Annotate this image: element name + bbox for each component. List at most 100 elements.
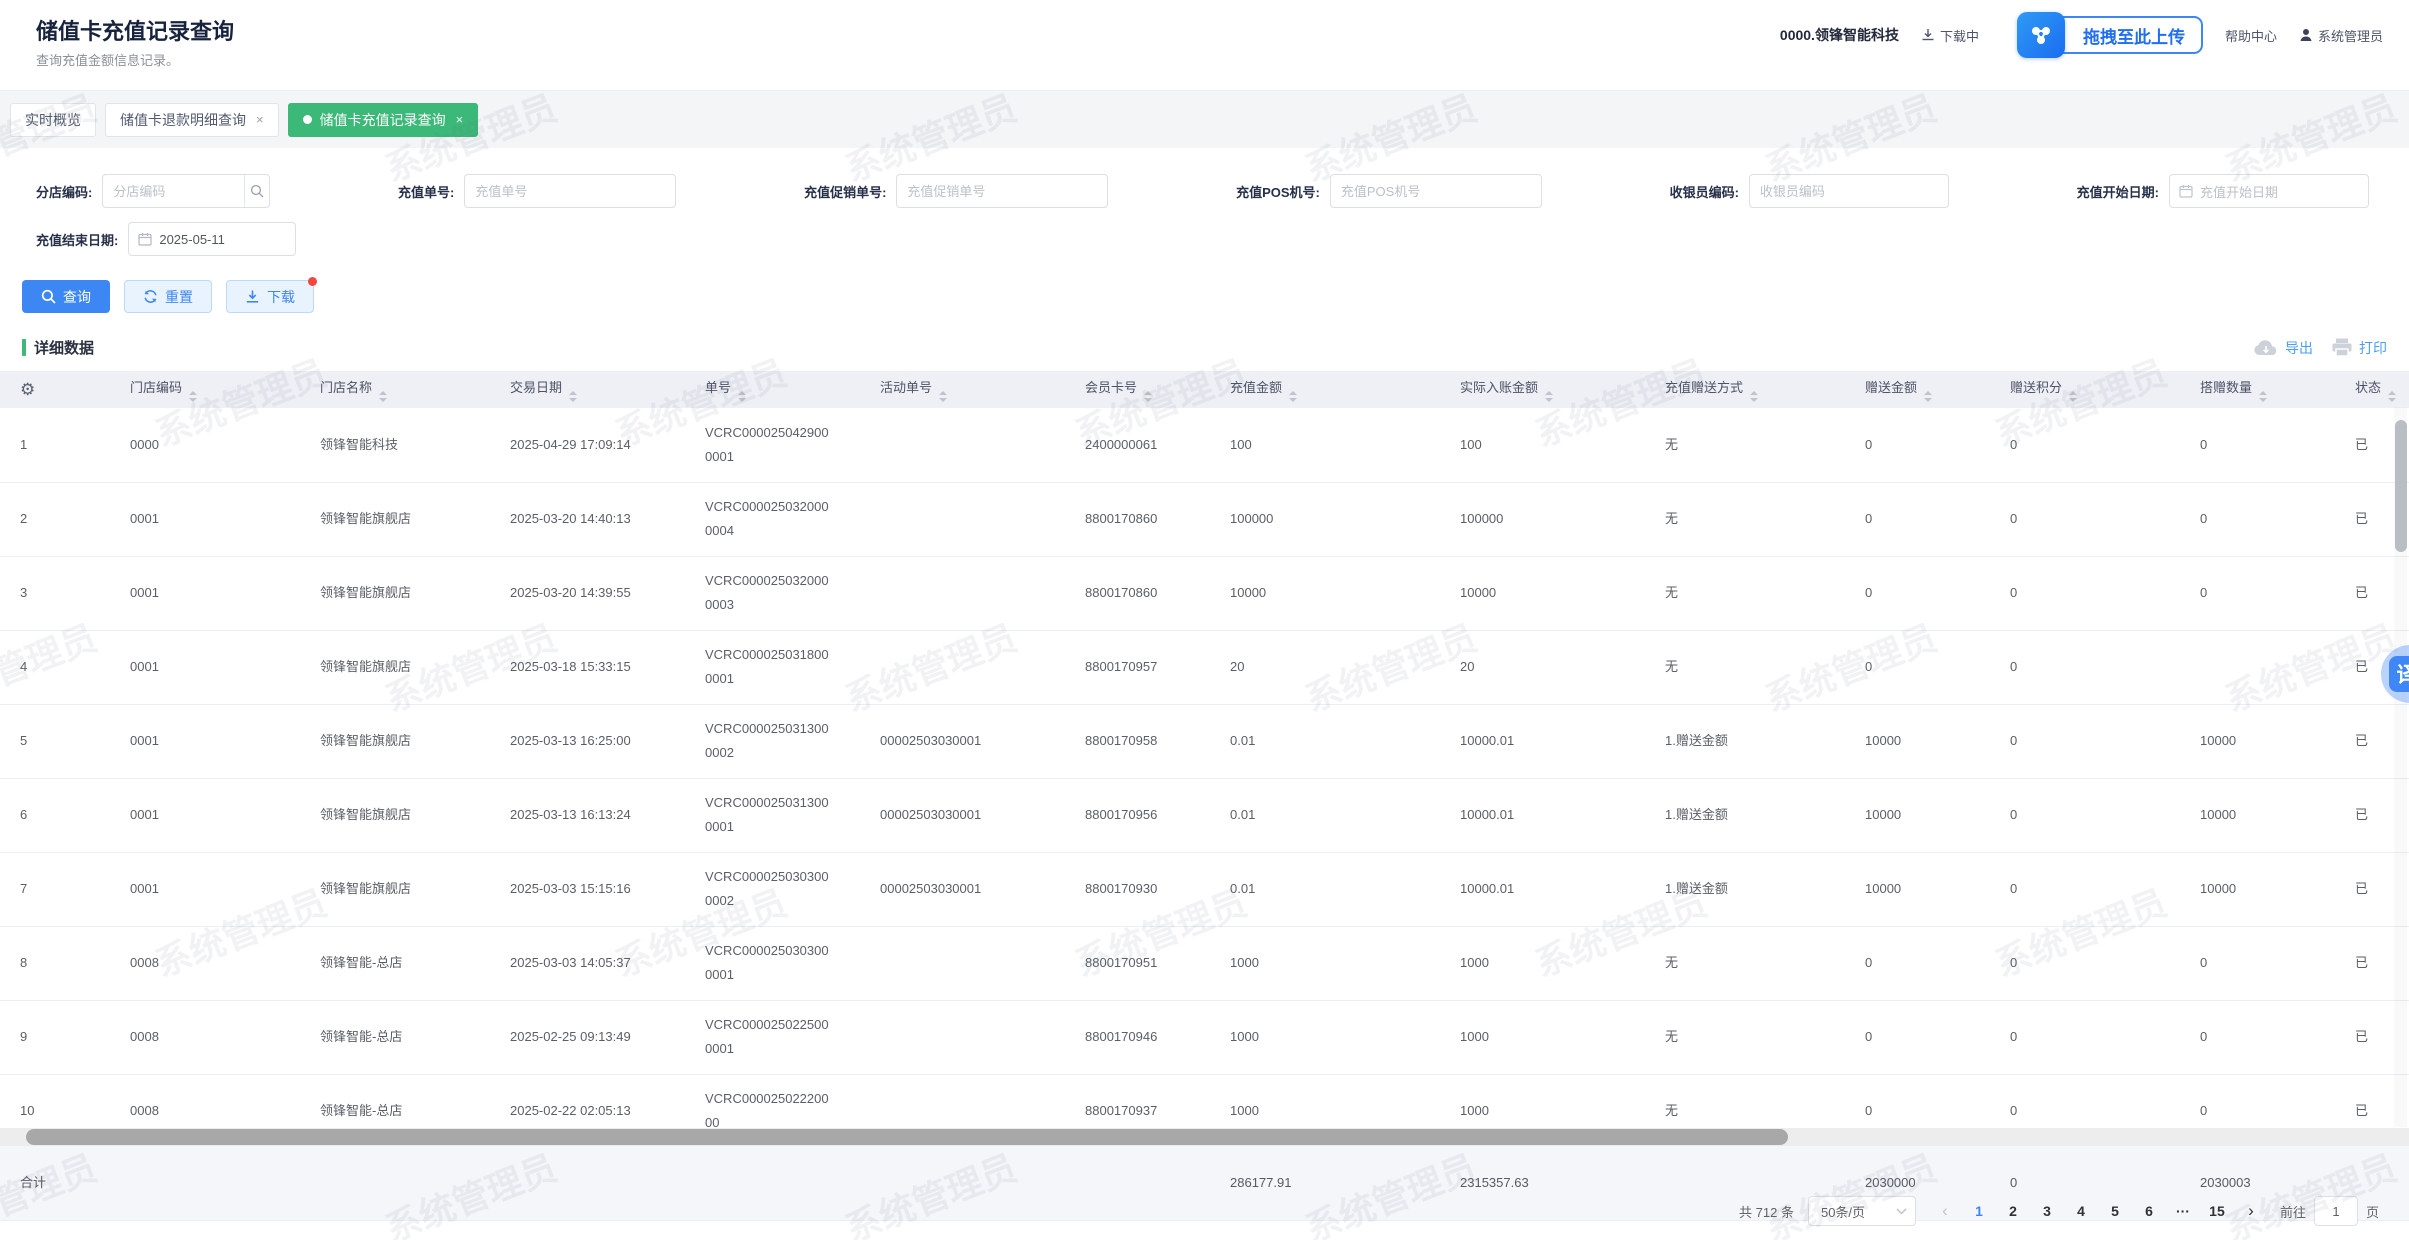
cell: VCRC0000250320000004 [705,499,829,538]
total-cell: 2030000 [1865,1174,1916,1190]
sort-caret-icon[interactable] [2388,391,2397,402]
tab-1[interactable]: 储值卡退款明细查询 × [105,102,279,137]
translate-float-button[interactable]: 译 [2381,645,2409,703]
sort-caret-icon[interactable] [1144,391,1153,402]
next-page-button[interactable]: › [2248,1201,2254,1220]
tab-close-icon[interactable]: × [256,112,264,127]
pos-no-input[interactable] [1330,175,1541,207]
prev-page-button[interactable]: ‹ [1942,1201,1948,1220]
column-header[interactable]: 会员卡号 [1065,371,1210,408]
column-header[interactable]: 活动单号 [860,371,1065,408]
start-date-label: 充值开始日期: [2076,184,2159,200]
total-cell: 2315357.63 [1460,1174,1529,1190]
column-header[interactable]: 搭赠数量 [2180,371,2335,408]
cell: 领锋智能-总店 [320,1103,403,1118]
row-index: 3 [20,585,28,600]
recharge-no-input[interactable] [465,175,676,207]
sort-caret-icon[interactable] [379,391,388,402]
sort-caret-icon[interactable] [189,391,198,402]
table-row[interactable]: 7 0001 领锋智能旗舰店 2025-03-03 15:15:16 VCRC00002… [0,852,2409,926]
sort-caret-icon[interactable] [939,391,948,402]
filter-form: 分店编码: 充值单号: 充值促销单号: 充值POS机号: [0,148,2409,256]
sort-caret-icon[interactable] [1289,391,1298,402]
table-row[interactable]: 3 0001 领锋智能旗舰店 2025-03-20 14:39:55 VCRC00002… [0,556,2409,630]
sort-caret-icon[interactable] [1545,391,1554,402]
column-header[interactable]: 状态 [2335,371,2409,408]
page-button-15[interactable]: 15 [2209,1203,2225,1219]
cell: 0 [1865,585,1873,600]
cell: 10000.01 [1460,881,1515,896]
cell: 0 [2010,1029,2018,1044]
start-date-input[interactable]: 充值开始日期 [2168,174,2369,208]
cell: 领锋智能-总店 [320,955,403,970]
action-bar: 查询 重置 下载 [0,256,2409,313]
reset-button[interactable]: 重置 [124,280,212,313]
cell: 2025-03-13 16:25:00 [510,733,631,748]
cashier-code-input[interactable] [1749,175,1948,207]
page-button-6[interactable]: 6 [2145,1203,2153,1219]
cell: 0001 [130,881,159,896]
branch-search-button[interactable] [244,175,269,207]
page-button-5[interactable]: 5 [2111,1203,2119,1219]
export-link[interactable]: 导出 [2253,338,2313,358]
column-header[interactable]: 充值金额 [1210,371,1440,408]
drag-upload-overlay[interactable]: 拖拽至此上传 [2016,12,2203,58]
sort-caret-icon[interactable] [2069,391,2078,402]
column-header[interactable]: 门店编码 [110,371,300,408]
download-button[interactable]: 下载 [226,277,317,313]
page-jump-input[interactable] [2313,1196,2358,1226]
sort-caret-icon[interactable] [2259,391,2268,402]
more-pages-ellipsis[interactable]: ··· [2175,1203,2190,1219]
user-menu[interactable]: 系统管理员 [2299,26,2383,45]
column-header[interactable]: 充值赠送方式 [1645,371,1845,408]
tab-0[interactable]: 实时概览 [10,102,96,137]
table-row[interactable]: 5 0001 领锋智能旗舰店 2025-03-13 16:25:00 VCRC00002… [0,704,2409,778]
horizontal-scrollbar-thumb[interactable] [26,1129,1788,1145]
print-link[interactable]: 打印 [2331,338,2387,358]
table-row[interactable]: 10 0008 领锋智能-总店 2025-02-22 02:05:13 VCRC0000… [0,1074,2409,1130]
sort-caret-icon[interactable] [1750,391,1759,402]
table-row[interactable]: 2 0001 领锋智能旗舰店 2025-03-20 14:40:13 VCRC00002… [0,482,2409,556]
branch-code-input[interactable] [103,175,245,207]
cell [860,556,1065,630]
table-row[interactable]: 8 0008 领锋智能-总店 2025-03-03 14:05:37 VCRC00002… [0,926,2409,1000]
column-header[interactable]: 单号 [685,371,860,408]
page-button-3[interactable]: 3 [2043,1203,2051,1219]
column-header[interactable]: 交易日期 [490,371,685,408]
user-icon [2300,29,2312,41]
table-row[interactable]: 1 0000 领锋智能科技 2025-04-29 17:09:14 VCRC000025… [0,408,2409,482]
cell: 2025-03-20 14:40:13 [510,511,631,526]
help-center-link[interactable]: 帮助中心 [2224,28,2277,44]
cloud-download-icon [2254,339,2277,355]
sort-caret-icon[interactable] [569,391,578,402]
download-badge-dot [308,277,317,286]
sort-caret-icon[interactable] [1924,391,1933,402]
cell: 0 [1865,511,1873,526]
column-header[interactable]: 门店名称 [300,371,490,408]
table-row[interactable]: 4 0001 领锋智能旗舰店 2025-03-18 15:33:15 VCRC00002… [0,630,2409,704]
page-button-4[interactable]: 4 [2077,1203,2085,1219]
field-promo-no: 充值促销单号: [804,174,1109,208]
column-header[interactable]: 赠送金额 [1845,371,1990,408]
total-cell [110,1146,300,1220]
page-button-1[interactable]: 1 [1975,1203,1983,1219]
sort-caret-icon[interactable] [738,391,747,402]
cell: VCRC0000250429000001 [705,424,829,464]
page-button-2[interactable]: 2 [2009,1203,2017,1219]
table-row[interactable]: 9 0008 领锋智能-总店 2025-02-25 09:13:49 VCRC00002… [0,1000,2409,1074]
page-size-select[interactable]: 50条/页 [1807,1196,1916,1226]
table-row[interactable]: 6 0001 领锋智能旗舰店 2025-03-13 16:13:24 VCRC00002… [0,778,2409,852]
query-button[interactable]: 查询 [22,280,110,313]
column-settings-icon[interactable]: ⚙ [20,379,36,399]
vertical-scrollbar-thumb[interactable] [2395,420,2407,552]
download-status[interactable]: 下载中 [1921,26,1979,45]
tab-2[interactable]: 储值卡充值记录查询 × [287,102,479,137]
promo-no-input[interactable] [897,175,1108,207]
column-header[interactable]: 实际入账金额 [1440,371,1645,408]
column-header[interactable]: 赠送积分 [1990,371,2180,408]
cell: 10000 [2200,733,2237,748]
end-date-input[interactable]: 2025-05-11 [128,222,297,256]
tab-close-icon[interactable]: × [455,112,464,127]
table-body-viewport: 1 0000 领锋智能科技 2025-04-29 17:09:14 VCRC000025… [0,408,2409,1130]
total-cell: 2030003 [2200,1174,2251,1190]
